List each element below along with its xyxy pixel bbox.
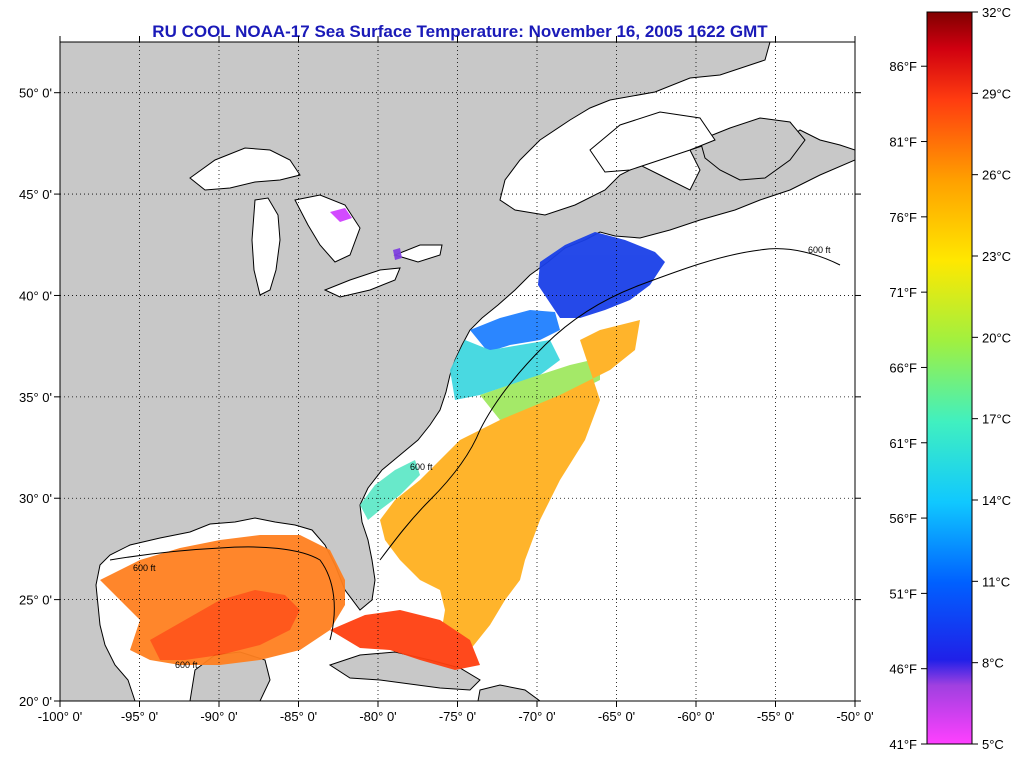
lat-tick-label: 45° 0' — [19, 187, 52, 202]
colorbar-celsius-label: 17°C — [982, 412, 1011, 427]
sst-midatlantic-cyan — [450, 340, 560, 400]
sst-lake-patch-purple — [393, 248, 402, 260]
lat-tick-label: 40° 0' — [19, 288, 52, 303]
lon-tick-label: -90° 0' — [200, 709, 237, 724]
colorbar-fahrenheit-label: 66°F — [889, 360, 917, 375]
graticule-grid — [60, 42, 855, 701]
lake-ontario — [393, 244, 443, 263]
longitude-labels: -100° 0' -95° 0' -90° 0' -85° 0' -80° 0' -75°… — [38, 36, 874, 724]
lake-superior — [189, 147, 301, 191]
lon-tick-label: -65° 0' — [598, 709, 635, 724]
colorbar-celsius-label: 11°C — [982, 574, 1010, 589]
lake-michigan — [251, 197, 281, 296]
colorbar-celsius-label: 23°C — [982, 249, 1011, 264]
sst-lake-patch-magenta — [330, 208, 352, 222]
colorbar-fahrenheit-label: 71°F — [889, 285, 917, 300]
colorbar-labels: 32°C 29°C 26°C 23°C 20°C 17°C 14°C 11°C 8°C 5°C 86… — [889, 5, 1011, 752]
sst-gulf-red — [150, 590, 300, 660]
contour-600ft — [109, 248, 841, 641]
sst-overlay — [100, 208, 665, 670]
lon-tick-label: -60° 0' — [677, 709, 714, 724]
land-hispaniola — [477, 684, 541, 701]
lat-tick-label: 20° 0' — [19, 694, 52, 709]
sst-southeast-cyan — [360, 460, 420, 520]
map-title: RU COOL NOAA-17 Sea Surface Temperature:… — [152, 22, 768, 41]
lon-tick-label: -100° 0' — [38, 709, 83, 724]
colorbar-fahrenheit-label: 81°F — [889, 135, 917, 150]
colorbar-celsius-label: 26°C — [982, 168, 1011, 183]
colorbar-fahrenheit-label: 61°F — [889, 436, 917, 451]
colorbar-celsius-label: 20°C — [982, 330, 1011, 345]
contour-label: 600 ft — [410, 462, 433, 472]
lon-tick-label: -50° 0' — [836, 709, 873, 724]
colorbar-celsius-label: 5°C — [982, 737, 1004, 752]
colorbar-fahrenheit-label: 56°F — [889, 511, 917, 526]
lon-tick-label: -55° 0' — [757, 709, 794, 724]
sst-shelf-blue — [470, 310, 560, 352]
lat-tick-label: 35° 0' — [19, 390, 52, 405]
land-newfoundland — [699, 117, 806, 181]
sst-slope-green — [480, 358, 600, 420]
colorbar — [926, 11, 973, 745]
contour-label: 600 ft — [808, 245, 831, 255]
sst-gulfstream-orange — [380, 320, 640, 665]
lat-tick-label: 30° 0' — [19, 491, 52, 506]
colorbar-fahrenheit-label: 86°F — [889, 59, 917, 74]
colorbar-celsius-label: 8°C — [982, 656, 1004, 671]
colorbar-celsius-label: 32°C — [982, 5, 1011, 20]
gulf-st-lawrence — [589, 111, 716, 173]
colorbar-fahrenheit-label: 46°F — [889, 662, 917, 677]
sst-gulf-of-maine-cold — [538, 232, 665, 318]
lat-tick-label: 50° 0' — [19, 86, 52, 101]
colorbar-fahrenheit-label: 41°F — [889, 737, 917, 752]
land-cuba — [328, 651, 481, 691]
contour-label: 600 ft — [175, 660, 198, 670]
colorbar-celsius-label: 29°C — [982, 86, 1011, 101]
lon-tick-label: -95° 0' — [121, 709, 158, 724]
colorbar-fahrenheit-label: 76°F — [889, 210, 917, 225]
lon-tick-label: -85° 0' — [280, 709, 317, 724]
lat-tick-label: 25° 0' — [19, 593, 52, 608]
lon-tick-label: -75° 0' — [439, 709, 476, 724]
lon-tick-label: -80° 0' — [359, 709, 396, 724]
lon-tick-label: -70° 0' — [518, 709, 555, 724]
contour-label: 600 ft — [133, 563, 156, 573]
latitude-labels: 20° 0' 25° 0' 30° 0' 35° 0' 40° 0' 45° 0' 50° … — [19, 86, 861, 709]
sst-straits-red — [330, 610, 480, 670]
map-layers — [60, 42, 855, 701]
colorbar-celsius-label: 14°C — [982, 493, 1011, 508]
colorbar-fahrenheit-label: 51°F — [889, 586, 917, 601]
